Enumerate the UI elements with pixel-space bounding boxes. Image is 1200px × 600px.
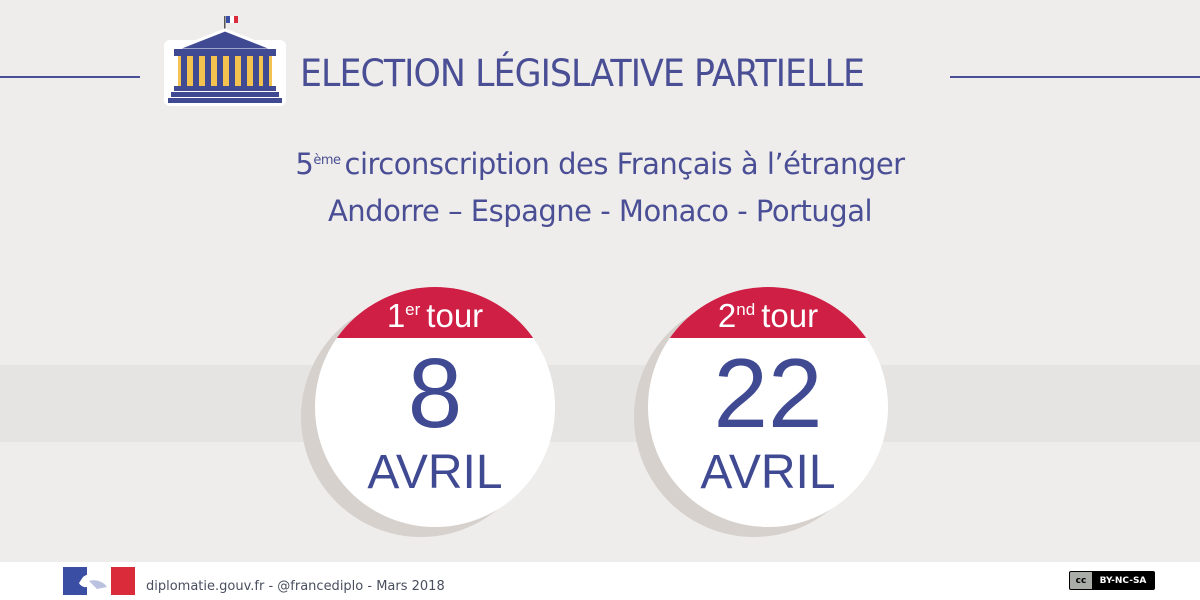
calendar-header xyxy=(315,287,555,338)
license-label: BY-NC-SA xyxy=(1099,575,1147,586)
background-band xyxy=(0,365,1200,442)
footer-credit: diplomatie.gouv.fr - @francediplo - Mars… xyxy=(146,579,445,594)
calendar-disc: 1er tour 8 AVRIL xyxy=(315,287,555,527)
round-month: AVRIL xyxy=(700,446,836,499)
page-title: ELECTION LÉGISLATIVE PARTIELLE xyxy=(300,52,865,95)
footer-bar xyxy=(0,562,1200,600)
round-day: 8 xyxy=(407,338,463,448)
round-month: AVRIL xyxy=(367,446,503,499)
countries-line: Andorre – Espagne - Monaco - Portugal xyxy=(327,194,873,228)
calendar-header xyxy=(648,287,888,338)
first-round-calendar: 1er tour 8 AVRIL xyxy=(301,287,555,537)
parliament-building-icon xyxy=(164,16,286,106)
round-label: 1er tour xyxy=(315,297,555,335)
round-suffix: nd xyxy=(736,300,756,319)
round-word: tour xyxy=(426,297,484,334)
round-ordinal: 1 xyxy=(386,297,406,334)
round-word: tour xyxy=(761,297,819,334)
cc-icon: cc xyxy=(1070,572,1092,589)
calendar-disc: 2nd tour 22 AVRIL xyxy=(648,287,888,527)
round-label: 2nd tour xyxy=(648,297,888,335)
marianne-logo xyxy=(63,567,135,595)
round-day: 22 xyxy=(713,338,823,448)
district-ordinal-suffix: ème xyxy=(313,153,341,168)
round-suffix: er xyxy=(405,300,421,319)
header-rule-left xyxy=(0,76,140,78)
license-badge: cc BY-NC-SA xyxy=(1069,571,1155,590)
district-line: 5ème circonscription des Français à l’étr… xyxy=(0,147,1200,181)
header-rule-right xyxy=(950,76,1200,78)
district-number: 5 xyxy=(295,147,314,181)
district-text: circonscription des Français à l’étrange… xyxy=(344,147,906,181)
second-round-calendar: 2nd tour 22 AVRIL xyxy=(634,287,888,537)
round-ordinal: 2 xyxy=(717,297,737,334)
